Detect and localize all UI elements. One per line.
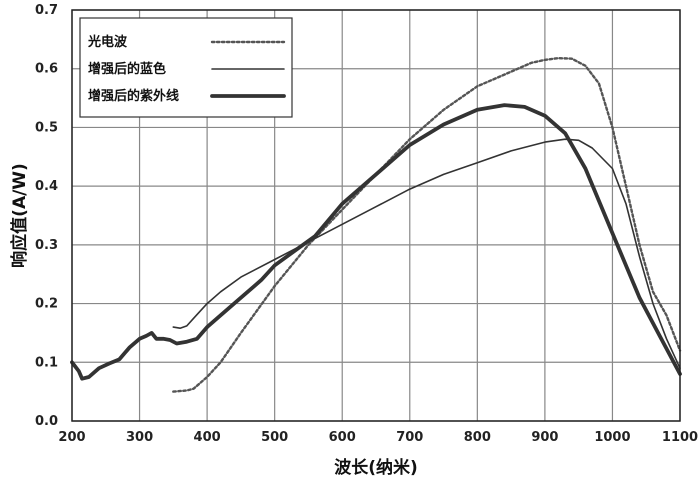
y-tick-label: 0.0 <box>35 414 58 429</box>
y-tick-label: 0.4 <box>35 179 58 194</box>
plot-frame <box>71 9 681 422</box>
x-axis-ticks: 200 300 400 500 600 700 800 900 1000 1100 <box>58 430 698 445</box>
legend-label-3: 增强后的紫外线 <box>88 88 179 104</box>
series-lines <box>70 56 682 393</box>
x-axis-title: 波长(纳米) <box>334 457 418 478</box>
x-tick-label: 600 <box>329 430 356 445</box>
y-tick-label: 0.7 <box>35 3 58 18</box>
series-line-3 <box>70 103 682 381</box>
y-tick-label: 0.2 <box>35 297 58 312</box>
y-tick-label: 0.3 <box>35 238 58 253</box>
legend-label-1: 光电波 <box>87 34 128 50</box>
x-tick-label: 200 <box>58 430 85 445</box>
x-tick-label: 1000 <box>594 430 630 445</box>
x-tick-label: 300 <box>126 430 153 445</box>
y-tick-label: 0.1 <box>35 355 58 370</box>
y-axis-ticks: 0.0 0.1 0.2 0.3 0.4 0.5 0.6 0.7 <box>35 3 58 429</box>
x-tick-label: 500 <box>261 430 288 445</box>
x-tick-label: 800 <box>464 430 491 445</box>
series-line-1 <box>172 56 682 393</box>
legend-label-2: 增强后的蓝色 <box>88 61 166 77</box>
x-tick-label: 900 <box>531 430 558 445</box>
x-tick-label: 400 <box>194 430 221 445</box>
x-tick-label: 1100 <box>662 430 698 445</box>
legend-box <box>79 17 293 118</box>
y-tick-label: 0.5 <box>35 120 58 135</box>
y-tick-label: 0.6 <box>35 62 58 77</box>
series-line-2 <box>172 138 681 369</box>
x-tick-label: 700 <box>396 430 423 445</box>
y-axis-title: 响应值(A/W) <box>9 163 30 268</box>
